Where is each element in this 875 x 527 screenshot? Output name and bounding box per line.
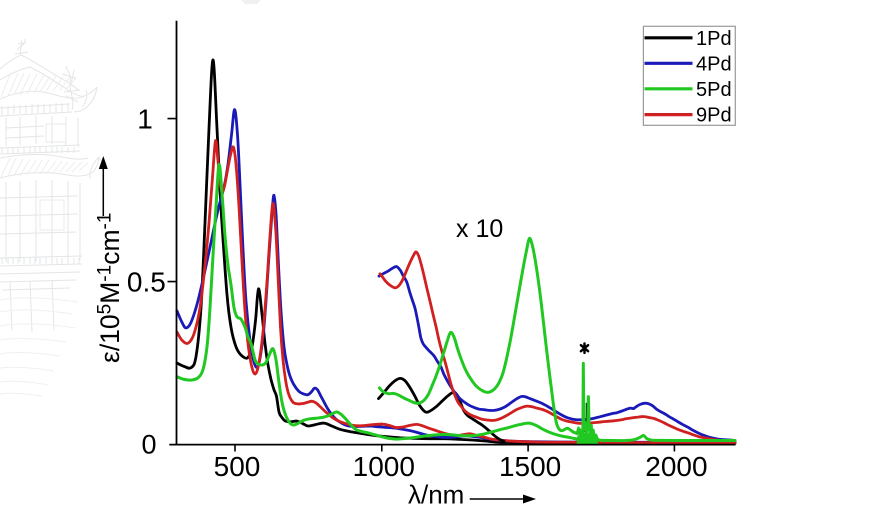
svg-text:ε/105M-1cm-1: ε/105M-1cm-1 [95,213,126,363]
svg-text:1000: 1000 [353,451,415,482]
svg-text:1: 1 [137,103,153,134]
svg-text:2000: 2000 [645,451,707,482]
svg-text:1Pd: 1Pd [696,28,732,50]
svg-text:0.5: 0.5 [127,266,166,297]
svg-text:5Pd: 5Pd [696,79,732,101]
svg-text:1500: 1500 [499,451,561,482]
svg-text:x 10: x 10 [456,215,503,243]
svg-text:0: 0 [141,430,156,460]
svg-text:500: 500 [214,451,261,482]
svg-text:λ/nm: λ/nm [408,480,464,510]
svg-text:4Pd: 4Pd [696,53,732,75]
svg-text:9Pd: 9Pd [696,105,732,127]
